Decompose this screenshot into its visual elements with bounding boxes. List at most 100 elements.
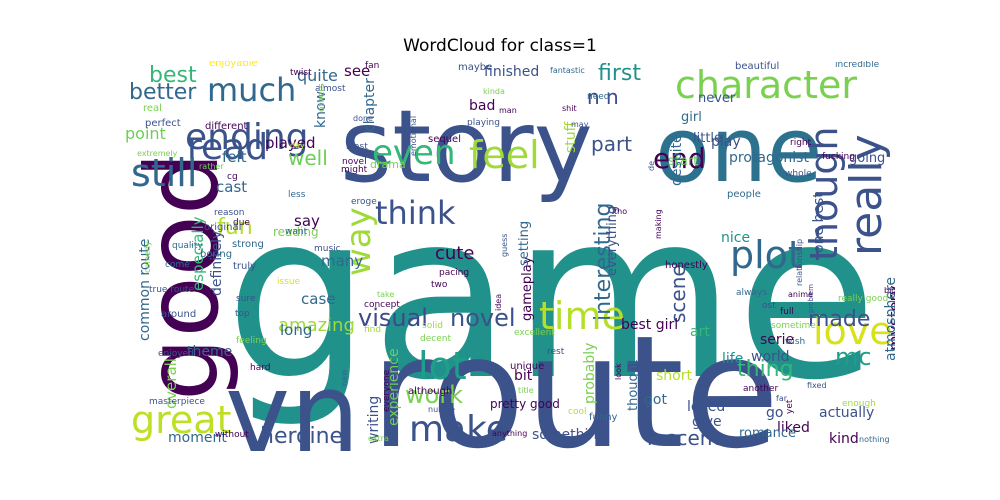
word-vn: vn <box>225 349 360 456</box>
word-day: day <box>290 141 305 150</box>
word-making: making <box>654 209 663 239</box>
word-issue: issue <box>277 277 301 287</box>
word-top: top <box>235 309 250 319</box>
word-fan: fan <box>365 61 379 71</box>
word-excellent: excellent <box>514 328 555 338</box>
word-made: made <box>808 307 870 332</box>
word-end: end <box>653 142 706 175</box>
word-big: big <box>884 286 895 295</box>
word-art: art <box>690 324 710 340</box>
word-rest: rest <box>547 347 565 357</box>
word-way: way <box>339 207 379 276</box>
word-unique: unique <box>510 361 544 372</box>
word-theme: theme <box>187 344 232 360</box>
word-best: best <box>149 63 197 88</box>
word-gameplay: gameplay <box>520 256 535 321</box>
word-maybe: maybe <box>458 62 492 73</box>
word-eroge: eroge <box>351 197 377 207</box>
word-want: want <box>285 227 308 237</box>
word-character: character <box>675 63 857 107</box>
word-setting: setting <box>517 221 532 266</box>
word-reading: reading <box>273 225 319 239</box>
word-thought: thought <box>626 360 641 411</box>
word-see: see <box>344 62 370 80</box>
word-quite: quite <box>297 66 338 85</box>
word-despite: despite <box>669 134 685 186</box>
word-might: might <box>341 165 368 175</box>
word-done: done <box>353 114 373 123</box>
word-well: well <box>288 146 328 170</box>
word-actually: actually <box>819 405 874 421</box>
word-twist: twist <box>290 68 312 78</box>
word-novel: novel <box>450 304 516 332</box>
word-start: start <box>668 154 698 169</box>
word-make: make <box>409 409 508 450</box>
word-less: less <box>288 190 306 200</box>
word-work: work <box>405 381 463 409</box>
word-short: short <box>656 368 692 384</box>
word-probably: probably <box>582 343 598 404</box>
word-enough: enough <box>842 399 876 409</box>
word-different: different <box>205 121 248 132</box>
word-pacing: pacing <box>439 268 469 278</box>
word-stuff: stuff <box>563 121 579 153</box>
word-extra: extra <box>368 434 389 443</box>
word-perfect: perfect <box>145 118 181 129</box>
word-really-good: really good <box>838 294 888 304</box>
word-part: part <box>591 132 632 156</box>
word-true-route: true route <box>149 285 195 295</box>
word-read: read <box>187 127 268 168</box>
word-scene: scene <box>666 264 690 323</box>
word-emotional: emotional <box>409 116 418 156</box>
word-something: something <box>532 427 606 443</box>
word-finished: finished <box>484 64 539 80</box>
word-best-girl: best girl <box>621 317 678 333</box>
word-everyone: everyone <box>382 369 392 412</box>
word-one: one <box>655 98 822 203</box>
word-man: man <box>499 106 517 115</box>
word-concept: concept <box>364 300 400 310</box>
word-liked: liked <box>777 420 810 436</box>
word-always: always <box>736 288 767 298</box>
word-atmosphere: atmosphere <box>883 277 895 361</box>
word-idea: idea <box>494 294 503 311</box>
word-first: first <box>598 61 641 86</box>
word-music: music <box>314 244 341 254</box>
word-solid: solid <box>422 321 443 331</box>
word-hard: hard <box>250 363 270 373</box>
word-novel: novel <box>342 157 367 167</box>
word-fucking: fucking <box>822 152 855 162</box>
word-lot: lot <box>418 344 467 388</box>
word-say: say <box>294 212 320 230</box>
word-better: better <box>129 80 197 105</box>
word-good: good <box>125 152 241 401</box>
word-give: give <box>692 414 722 430</box>
word-cute: cute <box>435 243 474 264</box>
word-plot: plot <box>730 233 803 277</box>
word-long: long <box>280 321 312 339</box>
word-hour: hour <box>173 259 194 269</box>
word-masterpiece: masterpiece <box>149 397 205 407</box>
word-find: find <box>364 325 381 335</box>
word-story: story <box>340 88 593 205</box>
word-n-n: n n <box>587 85 619 109</box>
word-due: due <box>233 218 250 228</box>
word-comedy: comedy <box>143 241 152 273</box>
word-fixed: fixed <box>807 381 827 390</box>
word-heroine: heroine <box>260 424 343 449</box>
word-case: case <box>301 290 335 308</box>
word-strong: strong <box>232 239 264 250</box>
word-cast: cast <box>216 178 247 196</box>
word-bit: bit <box>514 368 533 384</box>
word-great: great <box>131 398 231 442</box>
word-rather: rather <box>199 162 224 171</box>
word-decent: decent <box>420 334 451 344</box>
word-mc: mc <box>835 343 872 371</box>
word-guess: guess <box>500 234 509 257</box>
word-pretty-good: pretty good <box>490 397 560 411</box>
word-nice: nice <box>721 230 750 246</box>
word-little: little <box>693 131 722 146</box>
word-know: know <box>313 91 329 128</box>
word-route: route <box>370 302 780 456</box>
word-love: love <box>813 309 893 353</box>
